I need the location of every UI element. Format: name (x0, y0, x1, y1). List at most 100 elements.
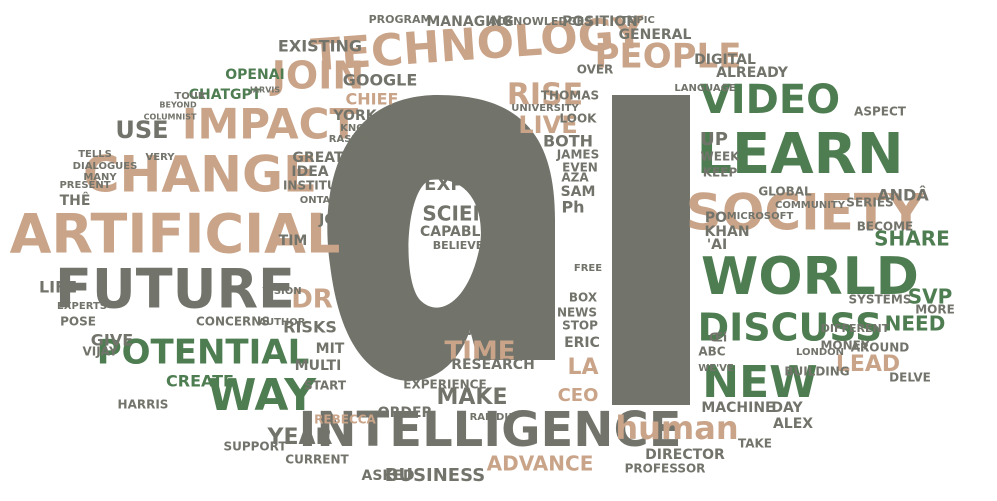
word-support: SUPPORT (223, 440, 287, 454)
word-james: JAMES (556, 148, 600, 162)
word-york: YORK (332, 108, 377, 124)
word-share: SHARE (874, 227, 950, 251)
word-look: LOOK (560, 112, 598, 126)
word-existing: EXISTING (278, 37, 362, 56)
word-concerns: CONCERNS (196, 315, 270, 329)
word-aza: AZA (561, 171, 589, 185)
word-khan: KHAN (704, 224, 749, 240)
word-use: USE (115, 116, 168, 144)
word-create: CREATE (166, 372, 234, 391)
ai-letter-i-shape (612, 95, 690, 405)
word-abc: ABC (698, 345, 725, 359)
word-language: LANGUAGE (674, 83, 735, 94)
word-advance: ADVANCE (487, 452, 594, 476)
word-managing: MANAGING (426, 14, 513, 30)
word-need: NEED (885, 312, 946, 336)
word-money: MONEY (820, 339, 869, 353)
word-new: NEW (702, 357, 817, 408)
word-artificial: ARTIFICIAL (10, 203, 341, 266)
word-la: LA (567, 355, 598, 380)
word-human: human (615, 409, 738, 447)
word-week: WEEK (701, 150, 741, 164)
word-london: LONDON (796, 347, 844, 358)
word-rise: RISE (507, 78, 583, 113)
word-vijay: VIJAY (82, 345, 117, 359)
word-both: BOTH (543, 132, 593, 151)
word-risks: RISKS (283, 318, 337, 337)
word-director: DIRECTOR (645, 447, 725, 463)
word-ai-group (327, 95, 690, 405)
word-beyond: BEYOND (159, 101, 197, 110)
word-around: AROUND (851, 341, 910, 355)
word-job: JOB (318, 212, 347, 228)
word-believe: BELIEVE (433, 239, 484, 252)
word-present: PRESENT (59, 180, 110, 191)
ai-letter-a-shape (327, 95, 555, 381)
word-learn: LEARN (696, 122, 903, 187)
word-join: JOIN (269, 54, 364, 98)
word-keep: KEEP (703, 166, 738, 180)
word-lead: LEAD (836, 352, 900, 377)
word-potential: POTENTIAL (97, 333, 310, 373)
word-microsoft: MICROSOFT (727, 211, 794, 222)
word-discuss: DISCUSS (698, 306, 883, 350)
word-rapidly: RAPIDLY (470, 412, 518, 423)
word-building: BUILDING (784, 365, 849, 379)
word-already: ALREADY (716, 65, 789, 81)
word-eric: ERIC (564, 335, 600, 351)
word-take: TAKE (738, 437, 772, 451)
word-intelligence: INTELLIGENCE (299, 402, 682, 458)
word-aspect: ASPECT (854, 105, 907, 119)
word-know: KNOW (340, 123, 376, 134)
word-topic: TOPIC (621, 15, 655, 26)
word-idea: IDEA (291, 164, 328, 180)
word-year: YEAR (267, 425, 333, 450)
word-harris: HARRIS (118, 398, 169, 412)
word-different: DIFFERENT (821, 322, 890, 335)
word-weve: WE'VE (698, 363, 734, 374)
word-and: ANDÂ (877, 186, 929, 205)
word-time: TIME (444, 337, 515, 367)
word-thomas: THOMAS (541, 89, 599, 103)
word-raskin: RASKIN (329, 134, 371, 145)
word-the: THÊ (60, 192, 91, 209)
word-live: LIVE (518, 111, 577, 139)
word-google: GOOGLE (343, 71, 418, 90)
word-tells: TELLS (78, 149, 112, 160)
word-po: PO (705, 210, 727, 226)
word-asked: ASKED (362, 468, 415, 484)
word-chatgpt: CHATGPT (189, 87, 262, 103)
word-author: AUTHOR (259, 317, 306, 328)
word-up: UP (700, 129, 728, 150)
word-series: SERIES (846, 196, 893, 210)
word-experience: EXPERIENCE (403, 378, 486, 392)
word-over: OVER (577, 63, 614, 77)
word-sam: SAM (561, 184, 596, 200)
word-pose: POSE (60, 315, 96, 329)
word-ceo: CEO (558, 385, 599, 406)
word-give: GIVE (91, 331, 133, 350)
word-vision: VISION (262, 286, 301, 297)
word-experts: EXPERTS (57, 301, 107, 312)
word-welcome: WELCOME (462, 327, 519, 338)
word-explore: EXPLORE (424, 174, 516, 195)
word-dr: DR (291, 285, 333, 315)
word-ai-quote: 'AI (707, 237, 727, 253)
word-rebecca: REBECCA (314, 413, 376, 427)
word-change: CHANGE (83, 146, 317, 204)
word-great: GREAT (292, 150, 344, 166)
word-general: GENERAL (619, 27, 692, 43)
word-order: ORDER (378, 405, 433, 421)
word-multi: MULTI (295, 358, 342, 374)
word-make: MAKE (437, 385, 508, 410)
word-global: GLOBAL (758, 185, 812, 199)
word-box: BOX (569, 291, 598, 305)
word-stop: STOP (562, 319, 598, 333)
word-community: COMMUNITY (775, 200, 846, 211)
word-program: PROGRAM (369, 13, 432, 26)
word-way: WAY (208, 370, 317, 421)
word-columnist: COLUMNIST (144, 113, 197, 122)
word-professor: PROFESSOR (625, 462, 706, 476)
word-openai: OPENAI (225, 67, 285, 83)
word-digital: DIGITAL (694, 52, 756, 68)
